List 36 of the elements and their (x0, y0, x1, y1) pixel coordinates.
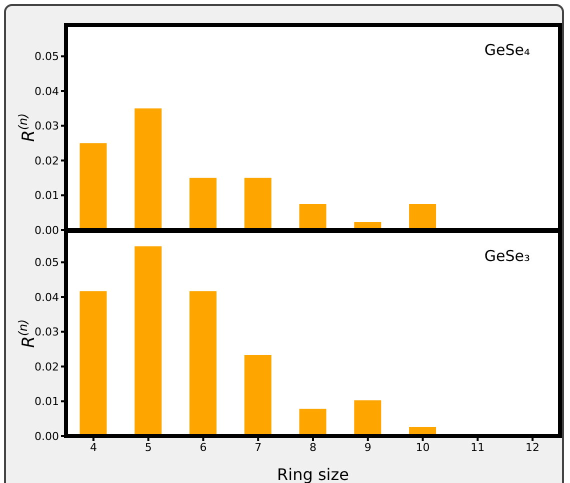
bar (299, 408, 326, 436)
y-tick-label: 0.01 (34, 395, 59, 408)
bar (409, 204, 436, 230)
bar (190, 178, 216, 230)
bar (134, 246, 162, 436)
y-tick-label: 0.00 (34, 224, 59, 237)
x-tick-label: 10 (416, 440, 430, 454)
bar (80, 143, 107, 230)
y-tick-label: 0.03 (34, 326, 59, 339)
annotation: GeSe₄ (484, 41, 530, 59)
annotation: GeSe₃ (484, 247, 530, 265)
bar (134, 108, 162, 230)
y-tick-label: 0.03 (34, 120, 59, 133)
x-tick-label: 9 (364, 440, 372, 454)
x-tick-label: 12 (526, 440, 540, 454)
bar (299, 204, 326, 230)
bar (80, 291, 107, 436)
x-tick-label: 11 (470, 440, 485, 454)
y-tick-label: 0.02 (34, 360, 59, 374)
y-tick-label: 0.01 (34, 189, 59, 202)
y-tick-label: 0.05 (34, 256, 59, 270)
y-tick-label: 0.04 (34, 84, 59, 98)
x-tick-label: 6 (200, 440, 207, 454)
y-tick-label: 0.00 (34, 430, 59, 443)
y-tick-label: 0.05 (34, 50, 59, 64)
bar (244, 355, 272, 436)
x-tick-label: 4 (90, 440, 97, 454)
y-tick-label: 0.04 (34, 290, 59, 304)
x-tick-label: 8 (310, 440, 316, 454)
bar (244, 178, 272, 230)
x-tick-label: 7 (254, 440, 262, 454)
bar (354, 400, 382, 436)
bar (190, 291, 216, 436)
x-tick-label: 5 (144, 440, 152, 454)
x-axis-title: Ring size (277, 465, 349, 483)
y-tick-label: 0.02 (34, 154, 59, 168)
